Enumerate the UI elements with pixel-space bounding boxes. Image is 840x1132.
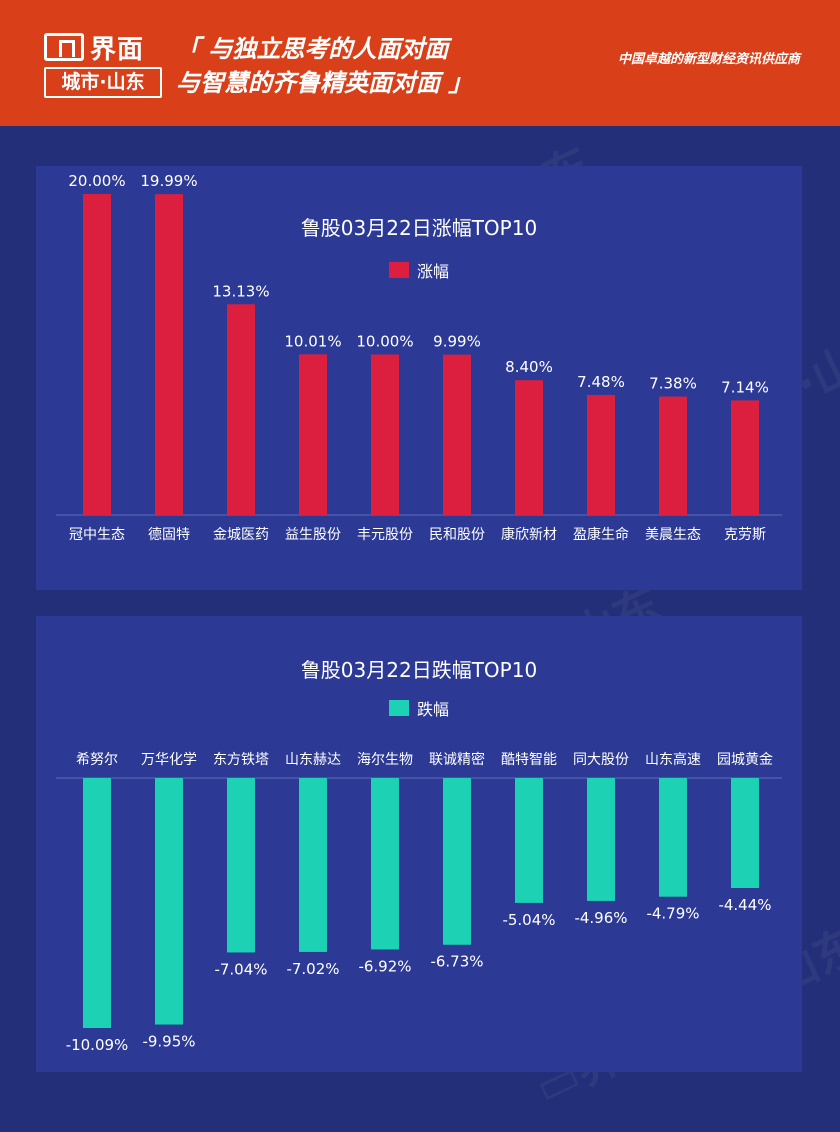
rise-bar bbox=[299, 354, 327, 515]
rise-category-label: 美晨生态 bbox=[645, 527, 701, 543]
slogan-line-1: 「 与独立思考的人面对面 bbox=[176, 35, 449, 63]
fall-category-label: 联诚精密 bbox=[429, 751, 485, 768]
fall-category-label: 万华化学 bbox=[141, 752, 197, 768]
fall-value-label: -7.04% bbox=[214, 960, 267, 978]
rise-bar bbox=[371, 354, 399, 515]
rise-category-label: 益生股份 bbox=[285, 527, 341, 543]
brand-name: 界面 bbox=[90, 34, 145, 65]
fall-value-label: -7.02% bbox=[286, 960, 339, 978]
rise-value-label: 8.40% bbox=[505, 358, 553, 376]
rise-category-label: 民和股份 bbox=[429, 527, 485, 543]
fall-value-label: -10.09% bbox=[66, 1036, 129, 1054]
fall-category-label: 东方铁塔 bbox=[213, 752, 269, 768]
fall-category-label: 同大股份 bbox=[573, 752, 629, 768]
rise-category-label: 康欣新材 bbox=[501, 526, 557, 543]
rise-chart-panel: 20.00% 冠中生态 19.99% 德固特 13.13% 金城医药 10.01% 益生股份 1… bbox=[36, 166, 802, 590]
rise-value-label: 7.14% bbox=[721, 378, 769, 396]
fall-value-label: -4.96% bbox=[574, 909, 627, 927]
rise-bar bbox=[731, 400, 759, 515]
fall-category-label: 山东高速 bbox=[645, 751, 701, 768]
fall-bar bbox=[443, 778, 471, 945]
fall-bar bbox=[515, 778, 543, 903]
fall-value-label: -4.44% bbox=[718, 896, 771, 914]
fall-bar bbox=[587, 778, 615, 901]
rise-category-label: 德固特 bbox=[148, 527, 190, 543]
rise-value-label: 10.00% bbox=[356, 333, 413, 351]
rise-value-label: 7.38% bbox=[649, 375, 697, 393]
rise-value-label: 13.13% bbox=[212, 282, 269, 300]
fall-legend[interactable]: 跌幅 bbox=[36, 696, 802, 720]
rise-legend-label: 涨幅 bbox=[416, 262, 449, 281]
rise-value-label: 10.01% bbox=[284, 332, 341, 350]
fall-category-label: 园城黄金 bbox=[717, 751, 773, 768]
rise-legend-swatch bbox=[388, 262, 409, 278]
brand-logo[interactable]: 界面 城市·山东 bbox=[44, 30, 162, 100]
rise-value-label: 19.99% bbox=[140, 172, 197, 190]
fall-category-label: 希努尔 bbox=[76, 752, 118, 768]
rise-category-label: 冠中生态 bbox=[69, 527, 125, 543]
rise-category-label: 克劳斯 bbox=[724, 527, 766, 543]
slogan-line-2: 与智慧的齐鲁精英面对面 」 bbox=[176, 69, 473, 97]
fall-value-label: -5.04% bbox=[502, 911, 555, 929]
fall-value-label: -6.73% bbox=[430, 953, 483, 971]
rise-value-label: 9.99% bbox=[433, 333, 481, 351]
logo-mark-icon bbox=[44, 33, 84, 61]
fall-chart-title: 鲁股03月22日跌幅TOP10 bbox=[300, 658, 538, 682]
rise-value-label: 7.48% bbox=[577, 373, 625, 391]
fall-bar bbox=[731, 778, 759, 889]
rise-value-label: 20.00% bbox=[68, 172, 125, 190]
rise-bar bbox=[659, 396, 687, 515]
fall-bar bbox=[371, 778, 399, 950]
header-banner: 界面 城市·山东 「 与独立思考的人面对面 与智慧的齐鲁精英面对面 」 中国卓越… bbox=[0, 0, 840, 126]
fall-category-label: 海尔生物 bbox=[357, 752, 413, 768]
fall-legend-label: 跌幅 bbox=[416, 700, 449, 719]
rise-chart-title: 鲁股03月22日涨幅TOP10 bbox=[300, 216, 538, 240]
fall-bar bbox=[155, 778, 183, 1025]
rise-category-label: 金城医药 bbox=[213, 527, 269, 543]
fall-value-label: -9.95% bbox=[142, 1033, 195, 1051]
fall-category-label: 山东赫达 bbox=[285, 752, 341, 768]
tagline: 中国卓越的新型财经资讯供应商 bbox=[617, 52, 800, 67]
fall-chart: -10.09% 希努尔 -9.95% 万华化学 -7.04% 东方铁塔 -7.02% 山东赫达… bbox=[56, 751, 782, 1054]
rise-bar bbox=[587, 394, 615, 515]
rise-bar bbox=[155, 194, 183, 515]
rise-category-label: 盈康生命 bbox=[573, 526, 629, 543]
fall-value-label: -6.92% bbox=[358, 957, 411, 975]
rise-chart: 20.00% 冠中生态 19.99% 德固特 13.13% 金城医药 10.01% 益生股份 1… bbox=[56, 172, 782, 543]
rise-bar bbox=[443, 354, 471, 515]
city-channel-label: 城市·山东 bbox=[44, 67, 162, 98]
fall-legend-swatch bbox=[388, 700, 409, 716]
rise-bar bbox=[515, 380, 543, 515]
rise-category-label: 丰元股份 bbox=[357, 527, 413, 543]
fall-bar bbox=[83, 778, 111, 1028]
fall-chart-panel: -10.09% 希努尔 -9.95% 万华化学 -7.04% 东方铁塔 -7.02% 山东赫达… bbox=[36, 616, 802, 1072]
fall-value-label: -4.79% bbox=[646, 905, 699, 923]
fall-category-label: 酷特智能 bbox=[501, 752, 557, 768]
rise-legend[interactable]: 涨幅 bbox=[36, 258, 802, 282]
fall-bar bbox=[659, 778, 687, 897]
fall-bar bbox=[227, 778, 255, 953]
rise-bar bbox=[227, 304, 255, 515]
fall-bar bbox=[299, 778, 327, 952]
rise-bar bbox=[83, 194, 111, 515]
slogan: 「 与独立思考的人面对面 与智慧的齐鲁精英面对面 」 bbox=[176, 32, 472, 100]
